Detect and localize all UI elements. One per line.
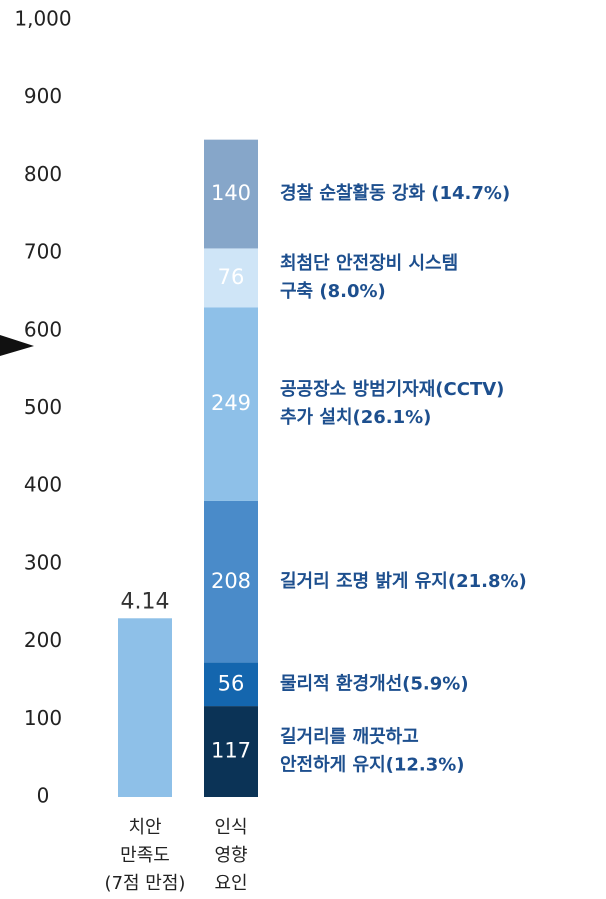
segment-annotation: 추가 설치(26.1%) bbox=[280, 407, 431, 428]
y-tick-label: 400 bbox=[24, 473, 62, 497]
x-tick-label: 인식 bbox=[214, 817, 247, 838]
y-tick-label: 600 bbox=[24, 317, 62, 341]
y-tick-label: 300 bbox=[24, 550, 62, 574]
y-tick-label: 700 bbox=[24, 240, 62, 264]
value-label: 4.14 bbox=[121, 589, 170, 614]
segment-annotation: 물리적 환경개선(5.9%) bbox=[280, 672, 469, 694]
segment-annotation: 안전하게 유지(12.3%) bbox=[280, 755, 465, 776]
y-tick-label: 1,000 bbox=[14, 7, 71, 31]
value-label: 56 bbox=[218, 671, 245, 695]
bar-segment bbox=[204, 662, 258, 707]
y-tick-label: 900 bbox=[24, 84, 62, 108]
x-tick-label: 만족도 bbox=[120, 845, 170, 866]
value-label: 140 bbox=[211, 181, 251, 205]
segment-annotation: 경찰 순찰활동 강화 (14.7%) bbox=[280, 183, 510, 204]
pointer-arrow bbox=[0, 335, 34, 356]
bar-segment bbox=[204, 500, 258, 663]
segment-annotation: 공공장소 방범기자재(CCTV) bbox=[280, 379, 504, 400]
bar-segment bbox=[204, 139, 258, 249]
bar-segment bbox=[204, 307, 258, 501]
value-label: 208 bbox=[211, 569, 251, 593]
segment-annotation: 최첨단 안전장비 시스템 bbox=[280, 253, 458, 274]
bar bbox=[118, 618, 172, 797]
y-tick-label: 0 bbox=[37, 784, 50, 808]
segment-annotation: 길거리 조명 밝게 유지(21.8%) bbox=[280, 570, 527, 592]
bar-segment bbox=[204, 706, 258, 797]
segment-annotation: 길거리를 깨끗하고 bbox=[280, 726, 419, 748]
value-label: 76 bbox=[218, 265, 245, 289]
segment-annotation: 구축 (8.0%) bbox=[280, 281, 386, 302]
x-tick-label: (7점 만점) bbox=[105, 873, 186, 894]
value-label: 117 bbox=[211, 739, 251, 763]
x-tick-label: 영향 bbox=[214, 845, 247, 866]
y-tick-label: 100 bbox=[24, 706, 62, 730]
y-tick-label: 200 bbox=[24, 628, 62, 652]
y-tick-label: 800 bbox=[24, 162, 62, 186]
x-tick-label: 요인 bbox=[214, 873, 247, 894]
value-label: 249 bbox=[211, 391, 251, 415]
y-tick-label: 500 bbox=[24, 395, 62, 419]
x-tick-label: 치안 bbox=[128, 817, 161, 838]
bar-segment bbox=[204, 248, 258, 308]
